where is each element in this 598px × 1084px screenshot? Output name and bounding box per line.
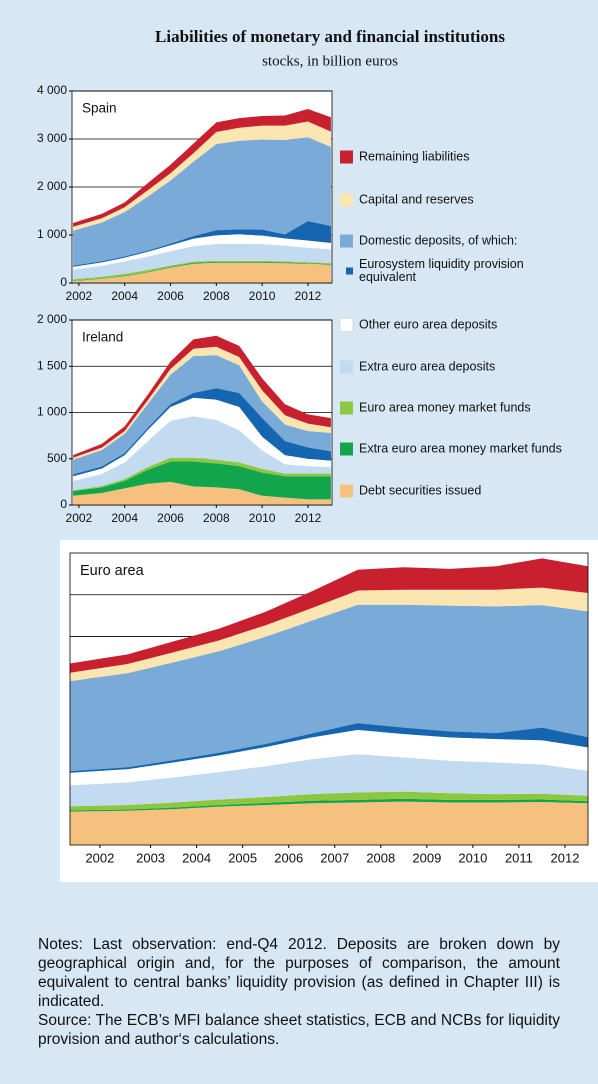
area — [73, 121, 331, 231]
x-tick-label: 2002 — [66, 511, 93, 525]
x-tick-label: 2002 — [85, 850, 114, 865]
y-tick-label: 0 — [60, 497, 67, 511]
y-tick-label: 3 000 — [37, 131, 67, 145]
area — [73, 109, 331, 227]
x-tick-label: 2012 — [295, 289, 322, 303]
legend-label: Other euro area deposits — [359, 317, 497, 331]
x-tick-label: 2006 — [157, 511, 184, 525]
x-tick-label: 2012 — [551, 850, 580, 865]
panel-title: Ireland — [82, 330, 123, 345]
x-tick-label: 2004 — [111, 289, 138, 303]
x-tick-label: 2006 — [157, 289, 184, 303]
figure-subtitle: stocks, in billion euros — [262, 53, 398, 69]
area — [70, 587, 588, 682]
x-tick-label: 2010 — [458, 850, 487, 865]
panel-title: Spain — [82, 101, 117, 116]
x-tick-label: 2012 — [295, 511, 322, 525]
area — [73, 243, 331, 280]
legend-swatch — [340, 442, 353, 456]
x-tick-label: 2008 — [203, 511, 230, 525]
x-tick-label: 2003 — [136, 850, 165, 865]
x-tick-label: 2008 — [203, 289, 230, 303]
x-tick-label: 2009 — [412, 850, 441, 865]
y-tick-label: 1 000 — [37, 227, 67, 241]
area — [73, 461, 331, 500]
legend-label: Debt securities issued — [359, 483, 481, 497]
legend-label: Extra euro area deposits — [359, 359, 495, 373]
legend-swatch — [340, 401, 353, 415]
y-tick-label: 2 000 — [37, 179, 67, 193]
area — [73, 260, 331, 281]
area — [73, 355, 331, 477]
area — [73, 388, 331, 477]
x-tick-label: 2002 — [66, 289, 93, 303]
source-text: Source: The ECB’s MFI balance sheet stat… — [38, 1012, 560, 1048]
area — [73, 262, 331, 283]
area — [73, 457, 331, 492]
figure-title: Liabilities of monetary and financial in… — [155, 27, 505, 46]
legend-label: Euro area money market funds — [359, 400, 531, 414]
notes: Notes: Last observation: end-Q4 2012. De… — [38, 935, 560, 1049]
x-tick-label: 2007 — [320, 850, 349, 865]
y-tick-label: 4 000 — [37, 83, 67, 97]
legend-swatch — [340, 234, 353, 248]
x-tick-label: 2005 — [228, 850, 257, 865]
area — [73, 481, 331, 505]
area — [70, 604, 588, 773]
figure: Liabilities of monetary and financial in… — [37, 27, 598, 882]
area — [73, 335, 331, 458]
legend-swatch — [340, 360, 353, 374]
area — [70, 791, 588, 811]
legend-label: Remaining liabilities — [359, 149, 469, 163]
y-tick-label: 1 500 — [37, 358, 67, 372]
x-tick-label: 2010 — [249, 511, 276, 525]
area — [70, 729, 588, 786]
area — [73, 234, 331, 270]
x-tick-label: 2004 — [111, 511, 138, 525]
x-tick-label: 2010 — [249, 289, 276, 303]
area — [70, 754, 588, 807]
x-tick-label: 2006 — [274, 850, 303, 865]
panel-title: Euro area — [80, 563, 145, 579]
area — [73, 416, 331, 491]
area — [70, 801, 588, 845]
notes-text: Notes: Last observation: end-Q4 2012. De… — [38, 936, 560, 1010]
y-tick-label: 2 000 — [37, 312, 67, 326]
legend-label: Eurosystem liquidity provision equivalent — [359, 257, 524, 284]
legend-label: Domestic deposits, of which: — [359, 233, 517, 247]
area — [73, 221, 331, 267]
plot-frame — [69, 552, 589, 846]
legend-swatch — [340, 484, 353, 498]
area — [70, 798, 588, 812]
legend-swatch — [340, 193, 353, 207]
plot-frame — [71, 90, 333, 284]
x-tick-label: 2004 — [182, 850, 211, 865]
x-tick-label: 2008 — [366, 850, 395, 865]
legend-label: Capital and reserves — [359, 192, 474, 206]
legend-swatch — [340, 150, 353, 164]
x-tick-label: 2011 — [505, 850, 533, 865]
area — [70, 558, 588, 673]
y-tick-label: 0 — [60, 275, 67, 289]
area — [70, 723, 588, 773]
y-tick-label: 1 000 — [37, 405, 67, 419]
legend-label: Extra euro area money market funds — [359, 441, 562, 455]
area — [73, 397, 331, 481]
y-tick-label: 500 — [47, 451, 67, 465]
legend-swatch — [339, 318, 354, 332]
plot-frame — [71, 319, 333, 506]
legend-swatch — [346, 267, 353, 275]
